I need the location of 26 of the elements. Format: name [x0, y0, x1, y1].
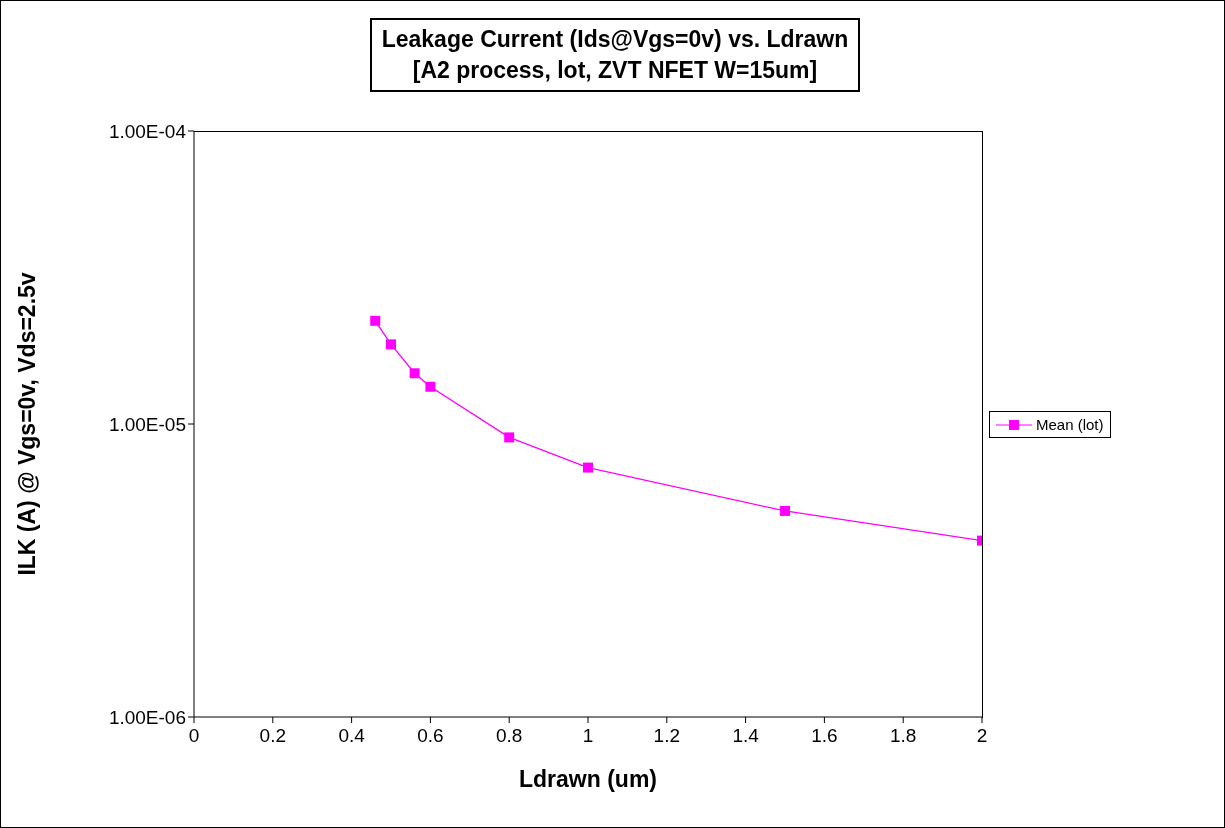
- y-tick-label: 1.00E-05: [108, 413, 186, 435]
- point: [583, 462, 593, 473]
- y-tick-label: 1.00E-06: [108, 706, 186, 728]
- point: [409, 368, 420, 379]
- x-tick-label: 2: [976, 725, 988, 747]
- x-tick-label: 1.8: [889, 725, 917, 747]
- y-axis-title: ILK (A) @ Vgs=0v, Vds=2.5v: [14, 272, 41, 576]
- point: [370, 315, 381, 326]
- point: [504, 432, 515, 443]
- x-tick-label: 0.2: [259, 725, 287, 747]
- x-tick-label: 0.6: [417, 725, 444, 747]
- x-tick-label: 1.2: [653, 725, 681, 747]
- x-axis-title: Ldrawn (um): [519, 766, 657, 792]
- point: [780, 505, 790, 516]
- chart-title: Leakage Current (Ids@Vgs=0v) vs. Ldrawn: [381, 25, 849, 54]
- x-tick-label: 1: [582, 725, 594, 747]
- x-tick-label: 0.4: [338, 725, 366, 747]
- x-tick-label: 0: [188, 725, 200, 747]
- x-tick-label: 0.8: [495, 725, 523, 747]
- x-tick-label: 1.4: [732, 725, 760, 747]
- x-tick-label: 1.6: [811, 725, 838, 747]
- point: [425, 381, 436, 392]
- point: [386, 339, 396, 350]
- legend-label: Mean (lot): [1036, 416, 1104, 433]
- y-tick-label: 1.00E-04: [108, 120, 187, 142]
- chart-subtitle: [A2 process, lot, ZVT NFET W=15um]: [411, 56, 819, 85]
